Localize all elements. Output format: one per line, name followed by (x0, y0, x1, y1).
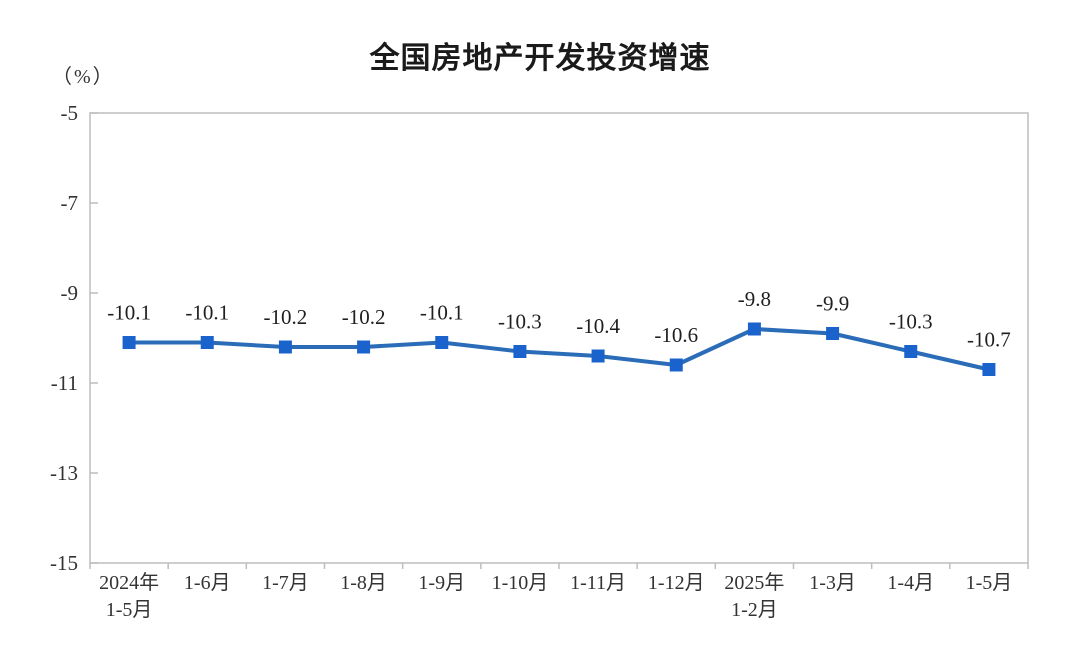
data-point-label: -10.2 (342, 305, 386, 329)
data-point-label: -10.3 (498, 310, 542, 334)
y-axis-tick-label: -13 (50, 461, 78, 485)
x-axis-category-label: 1-12月 (648, 572, 705, 594)
y-axis-tick-label: -11 (51, 371, 78, 395)
y-axis-unit-label: （%） (52, 66, 115, 88)
x-axis-category-label: 2025年 1-2月 (724, 571, 784, 621)
data-point-marker (669, 358, 683, 372)
y-axis-tick-label: -15 (50, 551, 78, 575)
x-axis-category-label: 1-11月 (570, 572, 626, 594)
data-point-label: -10.4 (576, 314, 620, 338)
data-line (127, 327, 991, 372)
data-point-marker (904, 345, 918, 358)
data-point-marker (200, 336, 214, 349)
data-point-marker (357, 340, 371, 354)
data-point-marker (591, 349, 605, 363)
data-point-marker (982, 363, 996, 376)
data-point-label: -9.8 (738, 287, 771, 311)
data-point-marker (435, 336, 449, 349)
x-axis-category-label: 1-4月 (887, 572, 934, 594)
data-point-label: -10.2 (264, 305, 308, 329)
data-point-marker (747, 322, 761, 336)
data-point-label: -10.3 (889, 310, 933, 334)
x-axis-category-label: 2024年 1-5月 (99, 571, 159, 621)
data-point-marker (278, 340, 292, 354)
data-point-label: -10.6 (654, 323, 698, 347)
x-axis-category-label: 1-10月 (492, 572, 549, 594)
data-point-label: -10.1 (107, 301, 151, 325)
x-axis-category-label: 1-5月 (966, 572, 1013, 594)
x-axis-category-label: 1-6月 (184, 572, 231, 594)
data-point-marker (122, 336, 136, 349)
y-axis-tick-label: -5 (61, 101, 79, 125)
plot-border (89, 112, 1029, 564)
data-point-marker (826, 327, 840, 340)
y-axis-tick-label: -9 (61, 281, 79, 305)
x-axis-category-label: 1-3月 (809, 572, 856, 594)
x-axis-category-label: 1-7月 (262, 572, 309, 594)
data-point-marker (513, 345, 527, 358)
y-axis-tick-label: -7 (61, 191, 79, 215)
x-axis-category-label: 1-9月 (418, 572, 465, 594)
data-point-label: -10.1 (420, 301, 464, 325)
x-axis-category-label: 1-8月 (340, 572, 387, 594)
data-point-label: -10.1 (185, 301, 229, 325)
data-point-label: -10.7 (967, 328, 1011, 352)
chart-title: 全国房地产开发投资增速 (369, 42, 711, 75)
data-point-label: -9.9 (816, 292, 849, 316)
